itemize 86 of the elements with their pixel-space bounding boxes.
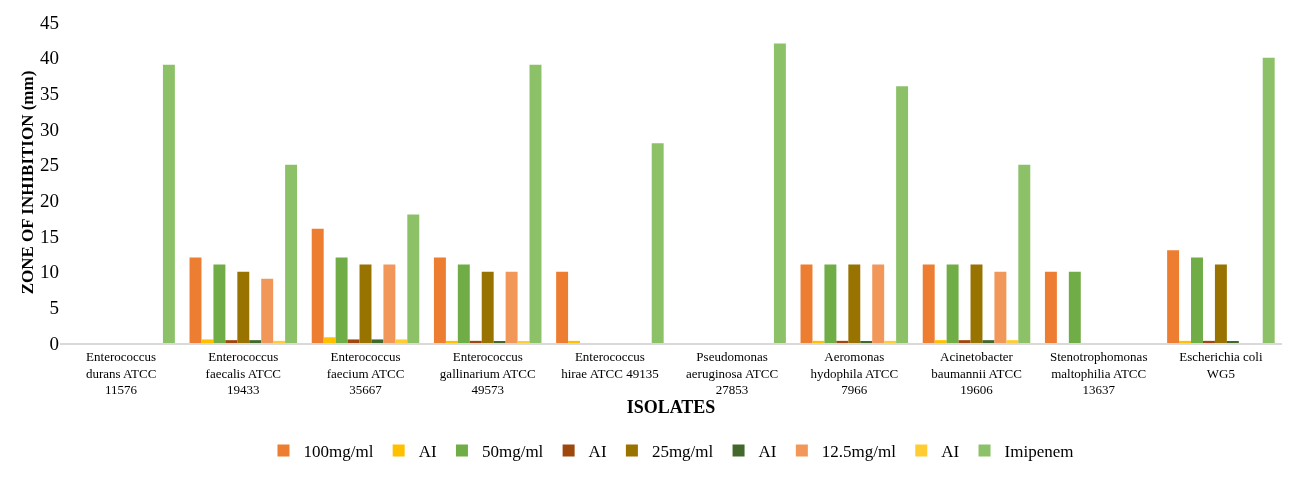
x-tick-label: Aeromonas hydophila ATCC 7966 [810,348,899,398]
bar [970,264,983,343]
bar [773,43,786,343]
bar [433,257,446,343]
y-tick-label: 25 [40,154,59,176]
bar [1044,271,1057,343]
legend-label: AI [588,442,607,462]
bar [1018,164,1031,343]
bar [213,264,226,343]
legend-label: 25mg/ml [651,442,714,462]
y-tick-label: 35 [40,82,59,104]
bar [225,340,238,343]
bar [529,64,542,343]
y-tick-label: 45 [40,11,59,33]
bar [261,278,274,343]
legend-label: AI [418,442,437,462]
x-tick-label: Pseudomonas aeruginosa ATCC 27853 [686,348,779,398]
bar [311,228,324,343]
bar [383,264,396,343]
bar [1179,340,1192,343]
bar [934,340,947,343]
bar [201,339,214,343]
legend-label: 100mg/ml [303,442,374,462]
bar [189,257,202,343]
x-tick-label: Escherichia coli WG5 [1179,348,1263,381]
legend-label: 12.5mg/ml [821,442,897,462]
bar [335,257,348,343]
bar [812,340,825,343]
bar [896,86,909,343]
bar [824,264,837,343]
bar [872,264,885,343]
bar [1202,340,1215,343]
bar [946,264,959,343]
bar [445,340,458,343]
bar [481,271,494,343]
y-axis-title: ZONE OF INHIBITION (mm) [17,70,37,295]
x-axis-title: ISOLATES [626,397,716,418]
y-tick-label: 0 [49,332,59,354]
x-tick-label: Enterococcus faecalis ATCC 19433 [205,348,282,398]
bar [1006,340,1019,343]
x-tick-label: Enterococcus hirae ATCC 49135 [561,348,659,381]
y-tick-label: 15 [40,225,59,247]
x-tick-label: Enterococcus faecium ATCC 35667 [326,348,405,398]
legend-label: AI [941,442,960,462]
bar [285,164,298,343]
bar [1167,250,1180,343]
bar [651,143,664,343]
bar [249,340,262,343]
bar [457,264,470,343]
bar [162,64,175,343]
bar [237,271,250,343]
bar [922,264,935,343]
bar [1068,271,1081,343]
bar [323,337,336,343]
bar [407,214,420,343]
y-tick-label: 30 [40,118,59,140]
bar [347,339,360,343]
bar [1262,57,1275,343]
legend-label: 50mg/ml [481,442,544,462]
bar [273,340,286,343]
y-tick-label: 5 [49,296,59,318]
bar [556,271,569,343]
bar [800,264,813,343]
bar [848,264,861,343]
y-tick-label: 40 [40,47,59,69]
bar [505,271,518,343]
bar [371,339,384,343]
x-tick-label: Enterococcus gallinarium ATCC 49573 [439,348,536,398]
x-tick-label: Acinetobacter baumannii ATCC 19606 [931,348,1022,398]
bar [836,340,849,343]
x-tick-label: Enterococcus durans ATCC 11576 [85,348,157,398]
bar [1214,264,1227,343]
bar [359,264,372,343]
legend-label: AI [758,442,777,462]
x-tick-label: Stenotrophomonas maltophilia ATCC 13637 [1049,348,1148,398]
bar [395,339,408,343]
y-tick-label: 10 [40,261,59,283]
bar [884,340,897,343]
bar [568,340,581,343]
bar [1191,257,1203,343]
bar [958,340,971,343]
legend-label: Imipenem [1004,442,1074,462]
y-tick-label: 20 [40,189,59,211]
bar [982,340,995,343]
bar [994,271,1007,343]
bar [469,340,482,343]
